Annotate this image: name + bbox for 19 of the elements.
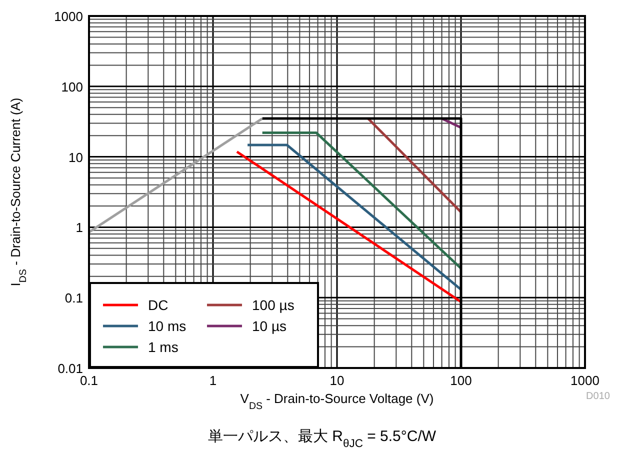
legend-label: 10 ms — [148, 318, 186, 334]
y-tick-label: 1 — [76, 220, 83, 236]
legend-label: DC — [148, 297, 168, 313]
y-tick-label: 100 — [61, 79, 83, 94]
text: D010 — [586, 391, 610, 402]
legend-label: 100 µs — [252, 297, 294, 313]
legend-label: 10 µs — [252, 318, 287, 334]
y-tick-label: 10 — [68, 150, 83, 165]
x-tick-label: 0.1 — [80, 373, 98, 388]
y-tick-label: 0.01 — [58, 361, 83, 376]
x-axis-title: V$_{DS}$ - Drain-to-Source Voltage (V) — [240, 391, 434, 412]
y-tick-label: 1000 — [54, 9, 83, 24]
y-tick-label: 0.1 — [64, 290, 83, 306]
x-tick-label: 1000 — [570, 373, 600, 388]
legend-label: 1 ms — [148, 339, 178, 355]
text: 単一パルス、最大 R$_{θJC}$ = 5.5°C/W — [208, 428, 437, 450]
x-tick-label: 1 — [209, 373, 217, 388]
x-tick-label: 10 — [330, 373, 344, 388]
x-tick-label: 100 — [450, 373, 472, 388]
